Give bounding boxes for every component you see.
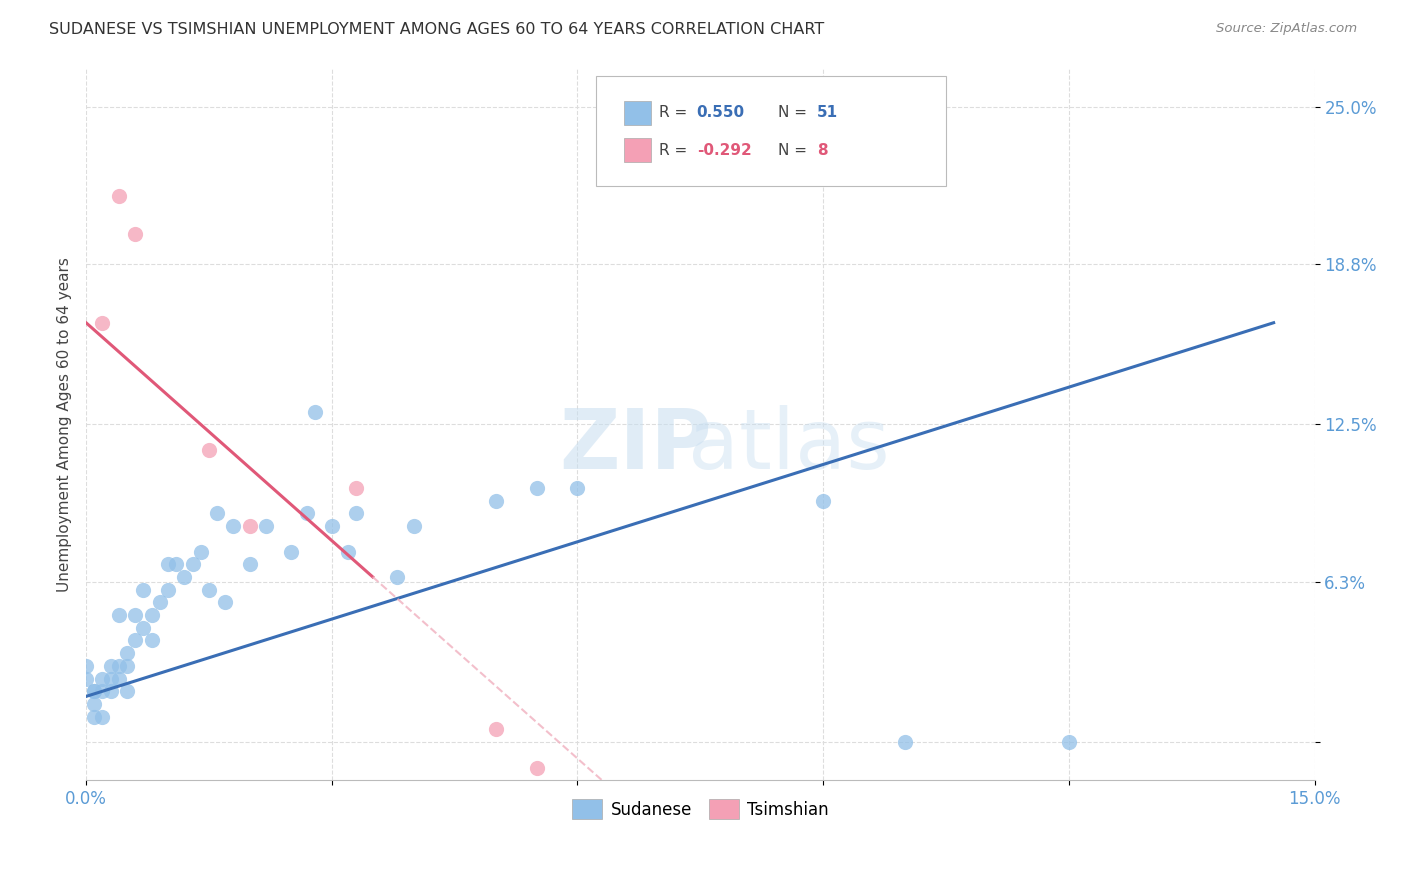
Point: [811, 493, 834, 508]
Text: 0.550: 0.550: [696, 105, 745, 120]
Point: [91, 710, 114, 724]
Point: [156, 558, 179, 572]
Text: N =: N =: [778, 143, 807, 158]
Point: [91, 316, 114, 330]
Point: [132, 621, 155, 635]
Point: [149, 595, 172, 609]
Point: [402, 519, 425, 533]
Point: [100, 684, 122, 698]
Text: R =: R =: [658, 105, 686, 120]
Text: 51: 51: [817, 105, 838, 120]
Bar: [624, 101, 651, 126]
Point: [100, 672, 122, 686]
Point: [124, 227, 146, 241]
Point: [295, 507, 318, 521]
Point: [75, 659, 97, 673]
Point: [115, 646, 138, 660]
Point: [181, 558, 204, 572]
Bar: [624, 137, 651, 162]
Point: [190, 544, 212, 558]
Point: [239, 558, 262, 572]
Text: ZIP: ZIP: [560, 405, 711, 486]
Point: [567, 481, 589, 495]
Point: [124, 608, 146, 623]
Point: [83, 684, 105, 698]
Point: [132, 582, 155, 597]
Point: [198, 442, 221, 457]
Point: [222, 519, 245, 533]
Point: [83, 684, 105, 698]
Point: [344, 481, 367, 495]
Point: [173, 570, 195, 584]
FancyBboxPatch shape: [596, 76, 946, 186]
Y-axis label: Unemployment Among Ages 60 to 64 years: Unemployment Among Ages 60 to 64 years: [58, 257, 72, 592]
Point: [141, 608, 163, 623]
Point: [198, 582, 221, 597]
Point: [214, 595, 236, 609]
Point: [304, 405, 326, 419]
Point: [321, 519, 343, 533]
Point: [156, 582, 179, 597]
Point: [165, 558, 187, 572]
Point: [91, 672, 114, 686]
Legend: Sudanese, Tsimshian: Sudanese, Tsimshian: [565, 793, 835, 825]
Point: [526, 761, 548, 775]
Text: -0.292: -0.292: [696, 143, 751, 158]
Point: [108, 608, 131, 623]
Point: [205, 507, 228, 521]
Point: [83, 710, 105, 724]
Text: N =: N =: [778, 105, 807, 120]
Point: [254, 519, 277, 533]
Text: SUDANESE VS TSIMSHIAN UNEMPLOYMENT AMONG AGES 60 TO 64 YEARS CORRELATION CHART: SUDANESE VS TSIMSHIAN UNEMPLOYMENT AMONG…: [49, 22, 824, 37]
Text: Source: ZipAtlas.com: Source: ZipAtlas.com: [1216, 22, 1357, 36]
Point: [83, 697, 105, 711]
Point: [75, 672, 97, 686]
Point: [239, 519, 262, 533]
Point: [115, 684, 138, 698]
Point: [108, 188, 131, 202]
Text: 8: 8: [817, 143, 828, 158]
Point: [108, 659, 131, 673]
Point: [280, 544, 302, 558]
Point: [115, 659, 138, 673]
Point: [108, 672, 131, 686]
Point: [387, 570, 409, 584]
Point: [894, 735, 917, 749]
Point: [100, 659, 122, 673]
Point: [91, 684, 114, 698]
Point: [337, 544, 360, 558]
Point: [344, 507, 367, 521]
Point: [484, 493, 506, 508]
Point: [141, 633, 163, 648]
Point: [124, 633, 146, 648]
Text: atlas: atlas: [688, 405, 890, 486]
Point: [526, 481, 548, 495]
Point: [484, 723, 506, 737]
Point: [1057, 735, 1080, 749]
Text: R =: R =: [658, 143, 686, 158]
